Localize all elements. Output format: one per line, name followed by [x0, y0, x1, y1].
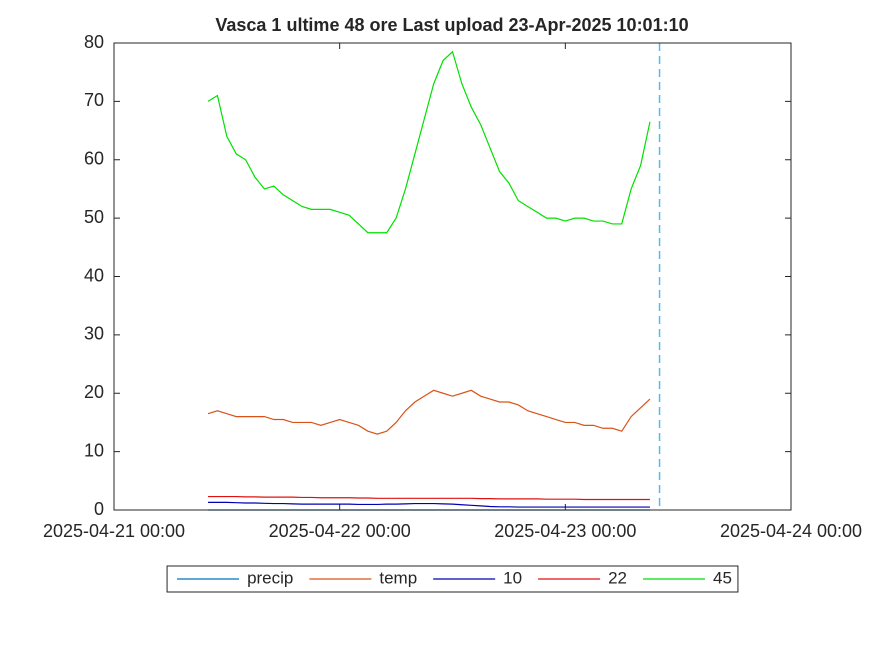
legend-label: precip	[247, 568, 293, 587]
legend-label: 22	[608, 568, 627, 587]
y-tick-label: 20	[84, 382, 104, 402]
legend-label: temp	[379, 568, 417, 587]
x-tick-label: 2025-04-24 00:00	[720, 521, 862, 541]
y-tick-label: 70	[84, 90, 104, 110]
series-line	[207, 50, 651, 234]
x-tick-label: 2025-04-23 00:00	[494, 521, 636, 541]
legend-label: 10	[503, 568, 522, 587]
y-tick-label: 50	[84, 207, 104, 227]
y-tick-label: 60	[84, 149, 104, 169]
x-tick-label: 2025-04-22 00:00	[269, 521, 411, 541]
y-tick-label: 10	[84, 440, 104, 460]
axes-box	[113, 42, 792, 511]
x-tick-label: 2025-04-21 00:00	[43, 521, 185, 541]
series-line	[208, 495, 650, 501]
y-tick-label: 80	[84, 32, 104, 52]
chart-title: Vasca 1 ultime 48 ore Last upload 23-Apr…	[215, 15, 688, 35]
series-line	[207, 389, 651, 435]
y-tick-label: 40	[84, 265, 104, 285]
plot-area	[114, 43, 791, 510]
legend-box	[166, 565, 739, 593]
y-tick-label: 0	[94, 499, 104, 519]
legend-label: 45	[713, 568, 732, 587]
series-line	[208, 501, 650, 508]
y-tick-label: 30	[84, 324, 104, 344]
